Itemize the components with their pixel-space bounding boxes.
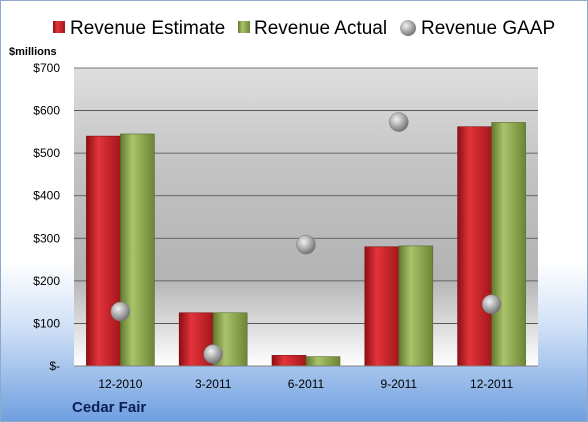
bar-revenue-estimate bbox=[457, 126, 492, 367]
y-axis-ticks: $- $100 $200 $300 $400 $500 $600 $700 bbox=[33, 61, 60, 373]
legend-label-gaap: Revenue GAAP bbox=[421, 18, 555, 39]
bar-revenue-estimate bbox=[86, 135, 121, 367]
x-tick-label: 12-2011 bbox=[470, 377, 513, 391]
y-tick-label: $600 bbox=[33, 104, 60, 118]
x-axis-ticks: 12-2010 3-2011 6-2011 9-2011 12-2011 bbox=[98, 377, 513, 391]
legend: Revenue Estimate Revenue Actual Revenue … bbox=[53, 18, 555, 39]
company-name: Cedar Fair bbox=[72, 399, 146, 416]
y-tick-label: $400 bbox=[33, 189, 60, 203]
bar-revenue-actual bbox=[491, 122, 526, 367]
legend-item-estimate: Revenue Estimate bbox=[53, 18, 225, 39]
x-tick-label: 12-2010 bbox=[98, 377, 142, 391]
bar-revenue-estimate bbox=[178, 312, 214, 367]
legend-swatch-actual bbox=[238, 21, 250, 33]
legend-swatch-gaap bbox=[400, 20, 416, 36]
marker-revenue-gaap bbox=[481, 294, 502, 315]
y-tick-label: $300 bbox=[33, 231, 60, 245]
x-tick-label: 6-2011 bbox=[288, 377, 325, 391]
gaap-markers bbox=[110, 112, 502, 364]
x-tick-label: 9-2011 bbox=[381, 377, 418, 391]
marker-revenue-gaap bbox=[389, 112, 409, 132]
marker-revenue-gaap bbox=[296, 234, 316, 255]
bar-revenue-estimate bbox=[364, 246, 400, 367]
y-tick-label: $700 bbox=[33, 61, 60, 75]
y-tick-label: $200 bbox=[33, 274, 60, 288]
marker-revenue-gaap bbox=[110, 301, 131, 322]
legend-label-estimate: Revenue Estimate bbox=[70, 18, 225, 39]
y-tick-label: $100 bbox=[33, 316, 60, 330]
bar-revenue-actual bbox=[398, 245, 434, 367]
bar-revenue-actual bbox=[120, 133, 155, 367]
legend-swatch-estimate bbox=[53, 21, 65, 33]
legend-item-gaap: Revenue GAAP bbox=[400, 18, 555, 39]
y-tick-label: $500 bbox=[33, 146, 60, 160]
y-tick-label: $- bbox=[49, 359, 60, 373]
legend-label-actual: Revenue Actual bbox=[254, 18, 387, 39]
x-tick-label: 3-2011 bbox=[195, 377, 232, 391]
bar-revenue-actual bbox=[305, 356, 341, 367]
marker-revenue-gaap bbox=[203, 344, 223, 364]
legend-item-actual: Revenue Actual bbox=[238, 18, 387, 39]
y-axis-unit-label: $millions bbox=[9, 46, 57, 58]
bar-revenue-estimate bbox=[271, 355, 307, 367]
